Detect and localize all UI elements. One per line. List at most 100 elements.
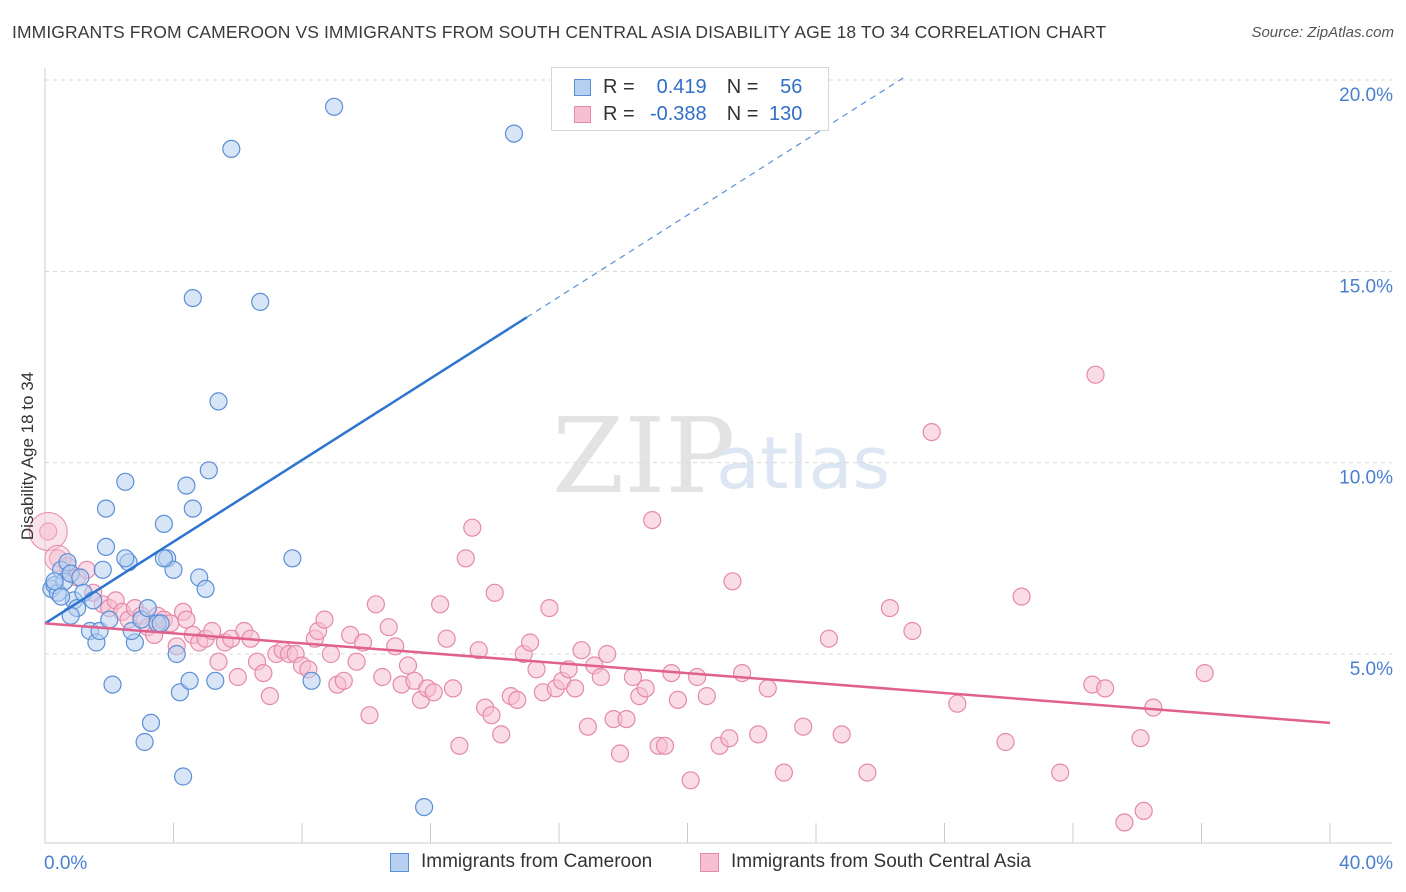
data-point-south-central-asia [485, 583, 504, 602]
x-tick-label: 40.0% [1339, 853, 1393, 874]
data-point-south-central-asia [1012, 587, 1031, 606]
data-point-south-central-asia [758, 679, 777, 698]
data-point-south-central-asia [527, 660, 546, 679]
data-point-south-central-asia [209, 652, 228, 671]
y-tick-label: 15.0% [1339, 276, 1393, 297]
series-legend: Immigrants from Cameroon Immigrants from… [0, 851, 1406, 877]
data-point-south-central-asia [578, 717, 598, 736]
data-point-south-central-asia [424, 683, 443, 702]
data-point-south-central-asia [723, 572, 742, 591]
data-point-south-central-asia [450, 736, 469, 755]
axes [44, 68, 1392, 844]
data-point-cameroon [199, 461, 218, 480]
data-point-south-central-asia [1086, 365, 1105, 384]
data-point-south-central-asia [681, 771, 700, 790]
chart-title: IMMIGRANTS FROM CAMEROON VS IMMIGRANTS F… [12, 22, 1107, 42]
y-axis-label: Disability Age 18 to 34 [18, 372, 37, 540]
data-point-cameroon [93, 560, 112, 579]
data-point-cameroon [174, 767, 193, 786]
y-tick-label: 5.0% [1350, 659, 1393, 680]
data-point-south-central-asia [39, 522, 58, 541]
legend-item-cameroon[interactable]: Immigrants from Cameroon [390, 851, 652, 873]
data-point-south-central-asia [482, 706, 501, 725]
data-point-south-central-asia [260, 686, 279, 706]
legend-r-value: -0.388 [649, 102, 707, 125]
trend-line-cameroon [44, 316, 528, 625]
data-point-cameroon [141, 713, 161, 733]
legend-label-cameroon: Immigrants from Cameroon [421, 851, 653, 872]
data-point-cameroon [71, 568, 90, 587]
data-point-cameroon [116, 549, 135, 568]
data-point-cameroon [51, 587, 71, 606]
data-point-south-central-asia [617, 709, 636, 729]
source-label: Source: ZipAtlas.com [1251, 24, 1394, 41]
data-point-south-central-asia [903, 621, 922, 641]
data-point-south-central-asia [819, 629, 839, 648]
data-point-south-central-asia [398, 656, 418, 675]
data-point-cameroon [504, 124, 524, 143]
data-point-cameroon [135, 732, 154, 752]
data-point-cameroon [167, 644, 186, 664]
data-point-south-central-asia [334, 671, 353, 690]
series-cameroon [42, 97, 524, 817]
legend-label-south-central-asia: Immigrants from South Central Asia [731, 851, 1031, 872]
legend-r-label: R = [603, 75, 635, 98]
data-point-south-central-asia [1195, 663, 1214, 683]
data-point-south-central-asia [254, 663, 273, 683]
data-point-south-central-asia [321, 644, 340, 664]
data-point-south-central-asia [720, 729, 739, 748]
trend-lines [44, 75, 1331, 725]
data-point-south-central-asia [697, 686, 716, 706]
data-point-cameroon [325, 97, 344, 116]
data-point-cameroon [283, 549, 302, 568]
data-point-south-central-asia [774, 763, 794, 782]
data-point-south-central-asia [1134, 801, 1153, 821]
data-point-south-central-asia [373, 667, 392, 687]
data-point-south-central-asia [1115, 813, 1134, 832]
data-point-south-central-asia [315, 610, 334, 629]
tick-labels: 5.0% 10.0% 15.0% 20.0% 0.0% 40.0% [44, 85, 1393, 874]
data-point-south-central-asia [565, 679, 585, 698]
correlation-legend: R = 0.419 N = 56 R = -0.388 N = 130 [551, 67, 829, 131]
data-point-south-central-asia [687, 667, 707, 687]
data-point-south-central-asia-large [28, 512, 68, 552]
data-point-south-central-asia [655, 736, 675, 755]
data-point-south-central-asia [996, 732, 1015, 752]
x-tick-label: 0.0% [44, 853, 87, 874]
data-point-south-central-asia [880, 598, 900, 618]
data-point-cameroon [251, 292, 270, 311]
data-point-south-central-asia [431, 595, 450, 614]
trend-line-south-central-asia [44, 622, 1331, 725]
data-point-cameroon [84, 591, 103, 610]
data-point-south-central-asia [177, 610, 196, 629]
data-point-cameroon [100, 610, 119, 629]
legend-swatch-cameroon [390, 852, 409, 872]
data-point-south-central-asia [492, 725, 511, 744]
legend-swatch-cameroon [574, 78, 591, 96]
data-point-south-central-asia [1051, 763, 1070, 782]
data-point-cameroon [151, 614, 170, 633]
data-point-cameroon [183, 289, 202, 308]
data-point-cameroon [180, 671, 199, 690]
legend-swatch-south-central-asia [700, 852, 719, 872]
data-point-south-central-asia [360, 706, 379, 725]
data-point-south-central-asia [520, 633, 540, 652]
data-point-cameroon [183, 499, 202, 518]
data-point-south-central-asia [922, 423, 941, 442]
data-point-cameroon [177, 476, 196, 495]
legend-n-value: 56 [780, 75, 803, 98]
data-point-south-central-asia [347, 652, 366, 671]
data-point-south-central-asia [832, 725, 851, 744]
data-point-south-central-asia [572, 641, 591, 660]
grid-lines [45, 79, 1392, 655]
data-point-south-central-asia [610, 744, 630, 763]
data-point-cameroon [154, 514, 173, 534]
data-point-cameroon [103, 675, 122, 694]
legend-item-south-central-asia[interactable]: Immigrants from South Central Asia [700, 851, 1031, 873]
data-point-south-central-asia [1131, 729, 1150, 748]
legend-r-value: 0.419 [656, 75, 707, 98]
data-point-south-central-asia [443, 679, 463, 698]
legend-n-label: N = [726, 102, 759, 125]
data-point-cameroon [96, 499, 116, 518]
